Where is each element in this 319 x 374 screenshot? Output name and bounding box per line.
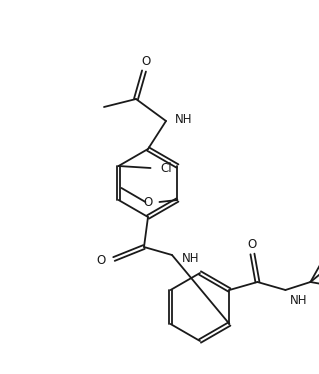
Text: Cl: Cl	[160, 162, 172, 175]
Text: O: O	[97, 254, 106, 267]
Text: NH: NH	[175, 113, 192, 126]
Text: O: O	[143, 196, 152, 208]
Text: O: O	[248, 237, 257, 251]
Text: O: O	[141, 55, 151, 67]
Text: NH: NH	[182, 252, 199, 266]
Text: NH: NH	[289, 294, 307, 307]
